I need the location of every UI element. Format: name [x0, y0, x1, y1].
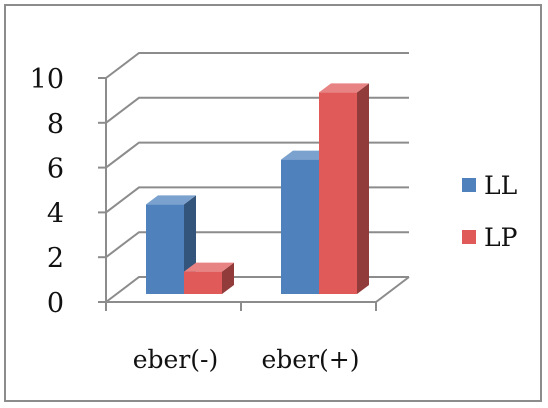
x-category-label: eber(-): [133, 345, 219, 374]
y-tick-label: 6: [47, 154, 64, 185]
bar-side: [222, 262, 234, 294]
floor-edge: [375, 276, 410, 303]
bar-top: [319, 83, 369, 93]
legend-label: LL: [484, 171, 517, 200]
y-tick-label: 4: [47, 198, 64, 229]
bar-front: [319, 92, 357, 295]
legend: LL LP: [462, 171, 517, 252]
legend-item-ll: LL: [462, 171, 517, 200]
chart-frame: [4, 4, 542, 402]
bar-front: [281, 159, 319, 294]
bar-front: [184, 271, 222, 294]
legend-swatch: [462, 230, 476, 244]
bar-front: [146, 204, 184, 294]
x-category-labels: eber(-) eber(+): [133, 345, 360, 374]
y-tick-label: 2: [47, 243, 64, 274]
y-tick-label: 10: [30, 64, 64, 95]
bar-lp-eber-: [184, 262, 234, 294]
y-tick-label: 0: [47, 288, 64, 319]
y-tick-label: 8: [47, 109, 64, 140]
legend-swatch: [462, 178, 476, 192]
bar-top: [281, 150, 331, 160]
bars: [146, 83, 369, 295]
gridline: [105, 52, 409, 79]
legend-item-lp: LP: [462, 223, 517, 252]
bar-top: [146, 195, 196, 205]
axes: [98, 77, 377, 311]
bar-lp-eber-: [319, 83, 369, 295]
legend-label: LP: [484, 223, 517, 252]
bar-side: [357, 83, 369, 295]
bar-top: [184, 262, 234, 272]
x-category-label: eber(+): [262, 345, 360, 374]
y-tick-labels: 0 2 4 6 8 10: [30, 64, 64, 319]
